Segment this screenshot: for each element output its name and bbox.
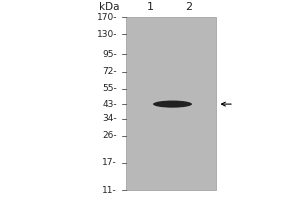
Text: 26-: 26- [102,131,117,140]
Text: 2: 2 [185,2,193,12]
Text: 55-: 55- [102,84,117,93]
Bar [126,17,216,190]
Text: 43-: 43- [102,100,117,109]
Text: 170-: 170- [97,13,117,22]
Text: 34-: 34- [102,114,117,123]
Text: 72-: 72- [102,67,117,76]
Ellipse shape [153,101,192,108]
Text: 1: 1 [146,2,154,12]
Text: kDa: kDa [100,2,120,12]
Text: 17-: 17- [102,158,117,167]
Text: 95-: 95- [102,50,117,59]
Text: 130-: 130- [97,30,117,39]
Text: 11-: 11- [102,186,117,195]
